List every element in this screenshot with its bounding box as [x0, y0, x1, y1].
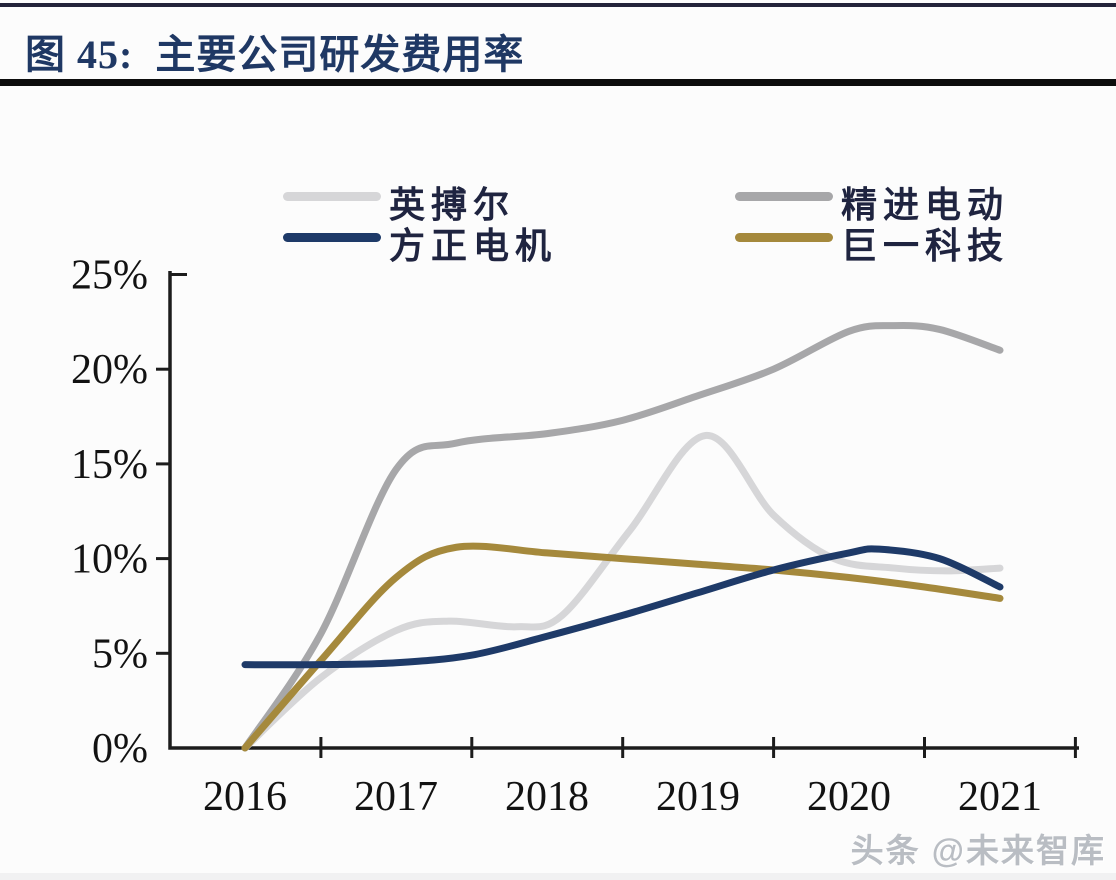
legend-swatch: [283, 233, 381, 242]
y-axis-label: 20%: [71, 347, 148, 393]
y-axis-label: 10%: [71, 537, 148, 583]
series-line-1: [241, 322, 1004, 752]
y-axis-label: 25%: [71, 253, 148, 299]
watermark: 头条 @未来智库: [850, 832, 1106, 869]
x-axis-label: 2021: [958, 774, 1042, 820]
series-line-2: [241, 542, 1004, 752]
x-axis-label: 2017: [354, 774, 438, 820]
legend-swatch: [735, 192, 833, 201]
bottom-strip: [0, 873, 1116, 880]
x-axis-label: 2020: [807, 774, 891, 820]
series-line-0: [241, 431, 1004, 752]
legend-label: 英搏尔: [389, 185, 516, 225]
y-axis-label: 5%: [92, 631, 148, 677]
title-divider: [0, 79, 1116, 86]
legend-label: 方正电机: [389, 226, 558, 266]
y-axis-label: 15%: [71, 442, 148, 488]
legend-swatch: [735, 233, 833, 242]
axes: [168, 271, 1079, 750]
page-title: 图 45: 主要公司研发费用率: [25, 32, 525, 77]
legend-label: 精进电动: [841, 185, 1010, 225]
x-axis-label: 2018: [505, 774, 589, 820]
legend-label: 巨一科技: [841, 226, 1010, 266]
series-line-3: [241, 545, 1004, 669]
legend-swatch: [283, 192, 381, 201]
y-axis-label: 0%: [92, 726, 148, 772]
top-rule: [0, 3, 1116, 7]
x-axis-label: 2016: [203, 774, 287, 820]
x-axis-label: 2019: [656, 774, 740, 820]
